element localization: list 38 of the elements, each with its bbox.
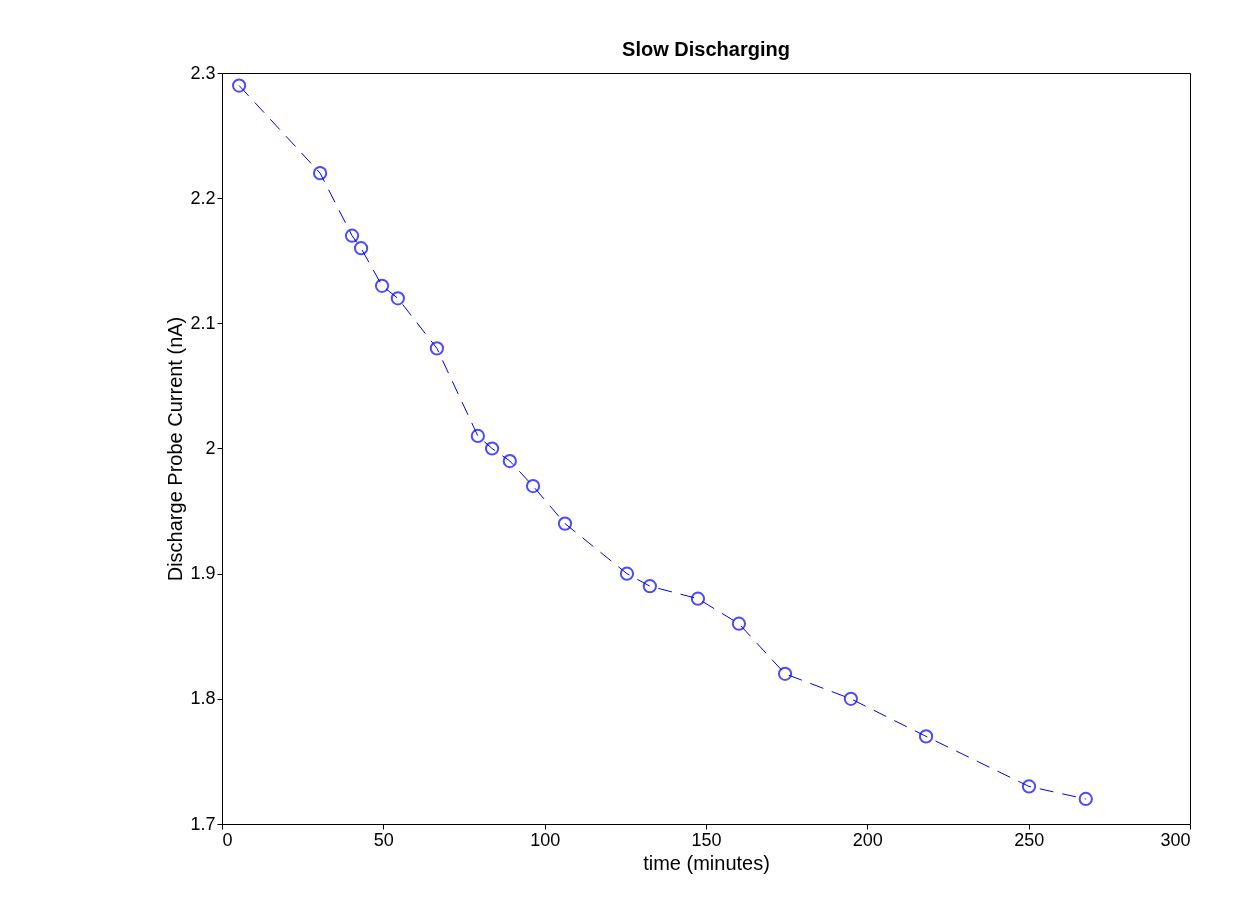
x-tick-label: 150 xyxy=(691,829,722,850)
point xyxy=(777,666,793,681)
x-tick-label: 0 xyxy=(222,829,233,850)
point xyxy=(1078,791,1093,807)
point xyxy=(690,591,706,606)
y-tick-label: 2.3 xyxy=(190,62,216,83)
y-tick-label: 1.9 xyxy=(190,563,216,584)
y-tick-label: 2.1 xyxy=(190,312,216,333)
y-tick-label: 1.8 xyxy=(190,688,216,709)
chart-title: Slow Discharging xyxy=(622,38,790,60)
point xyxy=(502,453,517,469)
point xyxy=(470,428,485,444)
x-tick-label: 300 xyxy=(1160,829,1191,850)
x-tick-label: 250 xyxy=(1014,829,1045,850)
x-tick-label: 50 xyxy=(373,829,394,850)
point xyxy=(344,228,360,243)
x-axis-title: time (minutes) xyxy=(643,851,770,874)
point xyxy=(642,579,657,594)
point xyxy=(1021,779,1037,794)
point xyxy=(484,441,500,456)
x-tick-label: 200 xyxy=(852,829,883,850)
point xyxy=(231,78,247,93)
point xyxy=(312,166,328,181)
point xyxy=(918,729,934,744)
y-tick-label: 2 xyxy=(205,438,216,458)
point xyxy=(731,616,747,631)
point xyxy=(429,341,445,356)
point xyxy=(390,291,405,306)
point xyxy=(619,566,635,581)
y-tick-label: 2.2 xyxy=(190,187,216,208)
point xyxy=(353,241,369,256)
y-axis-title: Discharge Probe Current (nA) xyxy=(164,316,187,582)
y-tick-label: 1.7 xyxy=(190,813,216,834)
point xyxy=(525,478,541,494)
point xyxy=(374,278,390,293)
point xyxy=(557,516,573,531)
point xyxy=(843,691,858,706)
x-tick-label: 100 xyxy=(530,829,561,850)
